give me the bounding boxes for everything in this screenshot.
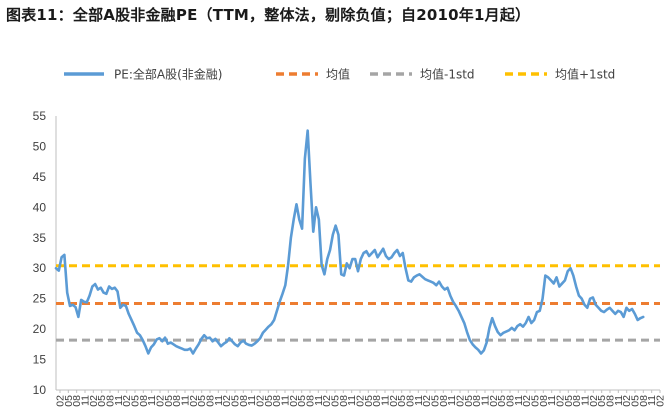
legend-item-1: 均值 <box>276 67 350 82</box>
x-tick-label: 11 <box>280 395 292 406</box>
x-tick-label: 05 <box>63 395 75 407</box>
y-tick-label: 20 <box>33 322 47 336</box>
y-tick-label: 15 <box>33 353 47 367</box>
x-tick-label: 02 <box>521 395 533 407</box>
x-tick-label: 08 <box>638 395 650 407</box>
x-tick-label: 08 <box>138 395 150 407</box>
x-tick-label: 11 <box>613 395 625 406</box>
x-tick-label: 02 <box>588 395 600 407</box>
x-tick-label: 05 <box>463 395 475 407</box>
x-tick-label: 05 <box>396 395 408 407</box>
x-tick-label: 11 <box>480 395 492 406</box>
x-tick-label: 02 <box>55 395 67 407</box>
x-tick-label: 08 <box>338 395 350 407</box>
x-tick-label: 02 <box>488 395 500 407</box>
legend-item-3: 均值+1std <box>505 67 615 82</box>
x-tick-label: 05 <box>496 395 508 407</box>
x-tick-label: 05 <box>363 395 375 407</box>
x-tick-label: 11 <box>346 395 358 406</box>
x-tick-label: 05 <box>563 395 575 407</box>
x-tick-label: 08 <box>238 395 250 407</box>
x-tick-label: 05 <box>130 395 142 407</box>
x-tick-label: 02 <box>255 395 267 407</box>
x-tick-label: 11 <box>246 395 258 406</box>
x-tick-label: 05 <box>296 395 308 407</box>
x-tick-label: 05 <box>530 395 542 407</box>
x-tick-label: 08 <box>438 395 450 407</box>
legend-label: 均值+1std <box>555 67 615 82</box>
x-tick-label: 11 <box>380 395 392 406</box>
x-tick-label: 11 <box>446 395 458 406</box>
x-tick-label: 08 <box>405 395 417 407</box>
x-tick-label: 05 <box>430 395 442 407</box>
y-tick-label: 35 <box>33 231 47 245</box>
x-tick-label: 05 <box>630 395 642 407</box>
reference-lines <box>56 264 660 342</box>
x-tick-label: 02 <box>88 395 100 407</box>
x-tick-label: 02 <box>621 395 633 407</box>
y-tick-label: 30 <box>33 261 47 275</box>
x-tick-label: 08 <box>71 395 83 407</box>
y-tick-label: 45 <box>33 170 47 184</box>
x-tick-label: 08 <box>371 395 383 407</box>
legend-label: 均值 <box>326 67 350 82</box>
x-tick-label: 02 <box>555 395 567 407</box>
x-tick-label: 11 <box>513 395 525 406</box>
chart-title: 图表11：全部A股非金融PE（TTM，整体法，剔除负值；自2010年1月起） <box>6 6 531 24</box>
x-tick-label: 11 <box>80 395 92 406</box>
x-tick-label: 11 <box>113 395 125 406</box>
x-axis: 0205081102050811020508110205081102050811… <box>55 389 667 407</box>
x-tick-label: 02 <box>421 395 433 407</box>
legend-item-0: PE:全部A股(非金融) <box>64 67 222 82</box>
y-tick-label: 25 <box>33 292 47 306</box>
x-tick-label: 11 <box>213 395 225 406</box>
x-tick-label: 05 <box>163 395 175 407</box>
x-tick-label: 08 <box>538 395 550 407</box>
y-tick-label: 10 <box>33 383 47 397</box>
x-tick-label: 08 <box>105 395 117 407</box>
pe-series-line <box>54 129 645 355</box>
x-tick-label: 08 <box>471 395 483 407</box>
y-tick-label: 50 <box>33 139 47 153</box>
x-tick-label: 05 <box>596 395 608 407</box>
x-tick-label: 02 <box>321 395 333 407</box>
x-tick-label: 08 <box>571 395 583 407</box>
legend-label: 均值-1std <box>420 67 475 82</box>
x-tick-label: 02 <box>188 395 200 407</box>
x-tick-label: 11 <box>546 395 558 406</box>
x-tick-label: 11 <box>413 395 425 406</box>
y-tick-label: 55 <box>33 109 47 123</box>
x-tick-label: 02 <box>655 395 667 407</box>
x-tick-label: 05 <box>96 395 108 407</box>
x-tick-label: 08 <box>305 395 317 407</box>
x-tick-label: 02 <box>221 395 233 407</box>
y-axis: 10 15 20 25 30 35 40 45 50 55 <box>33 109 57 397</box>
x-tick-label: 11 <box>580 395 592 406</box>
x-tick-label: 11 <box>146 395 158 406</box>
x-tick-label: 02 <box>455 395 467 407</box>
legend-label: PE:全部A股(非金融) <box>114 67 222 82</box>
x-tick-label: 02 <box>288 395 300 407</box>
legend: PE:全部A股(非金融) 均值 均值-1std 均值+1std <box>64 67 615 82</box>
x-tick-label: 05 <box>263 395 275 407</box>
x-tick-label: 08 <box>505 395 517 407</box>
series-layer <box>54 129 645 355</box>
x-tick-label: 11 <box>180 395 192 406</box>
x-tick-label: 08 <box>271 395 283 407</box>
x-tick-label: 05 <box>230 395 242 407</box>
x-tick-label: 02 <box>121 395 133 407</box>
x-tick-label: 05 <box>330 395 342 407</box>
x-tick-label: 08 <box>205 395 217 407</box>
x-tick-label: 11 <box>313 395 325 406</box>
x-tick-label: 08 <box>605 395 617 407</box>
x-tick-label: 08 <box>171 395 183 407</box>
y-tick-label: 40 <box>33 200 47 214</box>
x-tick-label: 02 <box>388 395 400 407</box>
x-tick-label: 05 <box>196 395 208 407</box>
legend-item-2: 均值-1std <box>370 67 475 82</box>
x-tick-label: 02 <box>355 395 367 407</box>
x-tick-label: 11 <box>646 395 658 406</box>
x-tick-label: 02 <box>155 395 167 407</box>
